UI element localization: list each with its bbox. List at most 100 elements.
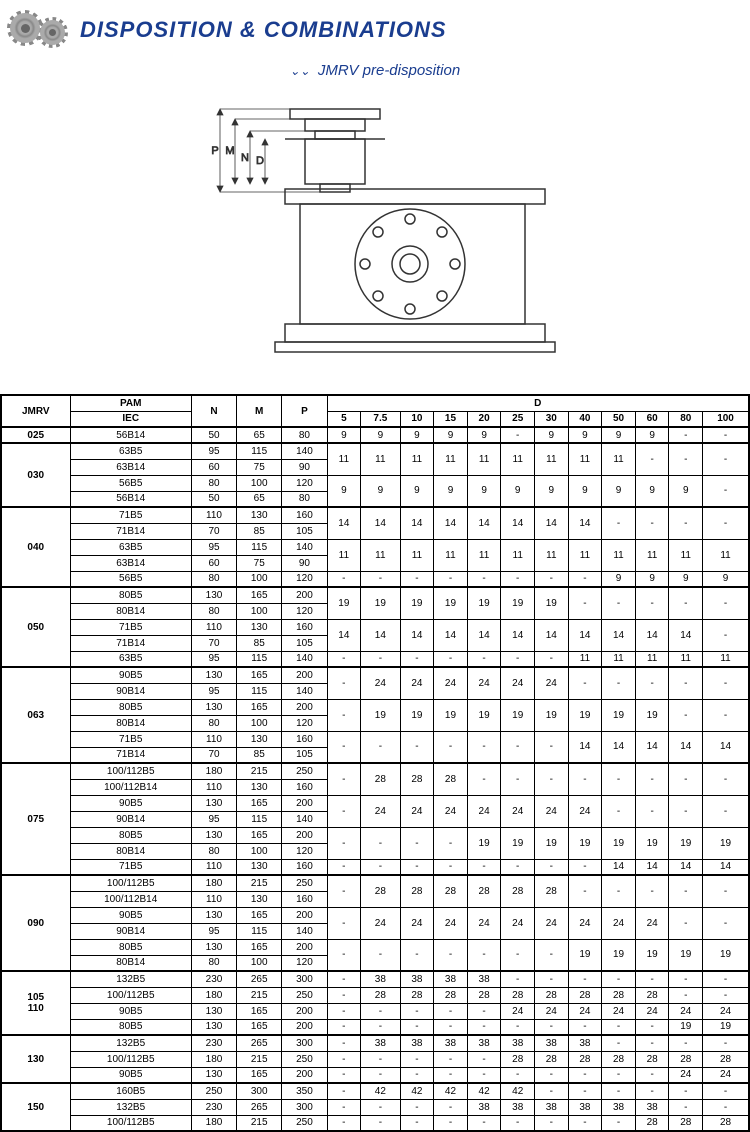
iec-cell: 132B5 xyxy=(70,971,191,987)
d-cell: 11 xyxy=(501,443,535,475)
table-row: 03063B595115140111111111111111111--- xyxy=(1,443,749,459)
d-cell: - xyxy=(361,1115,400,1131)
p-cell: 250 xyxy=(282,1115,327,1131)
d-cell: - xyxy=(361,731,400,763)
n-cell: 180 xyxy=(191,987,236,1003)
d-cell: 19 xyxy=(501,699,535,731)
table-row: 71B51101301601414141414141414141414- xyxy=(1,619,749,635)
d-cell: 11 xyxy=(434,539,468,571)
d-cell: - xyxy=(635,971,669,987)
iec-cell: 90B14 xyxy=(70,683,191,699)
p-cell: 120 xyxy=(282,955,327,971)
d-cell: 28 xyxy=(669,1051,703,1067)
d-cell: 11 xyxy=(602,443,636,475)
iec-cell: 63B5 xyxy=(70,539,191,555)
p-cell: 200 xyxy=(282,795,327,811)
d-cell: 28 xyxy=(361,987,400,1003)
table-row: 90B5130165200-----24242424242424 xyxy=(1,1003,749,1019)
jmrv-cell: 075 xyxy=(1,763,70,875)
d-cell: 24 xyxy=(635,907,669,939)
d-cell: 9 xyxy=(467,427,501,443)
d-cell: - xyxy=(703,427,749,443)
d-cell: 9 xyxy=(568,427,602,443)
p-cell: 105 xyxy=(282,635,327,651)
n-cell: 80 xyxy=(191,603,236,619)
d-cell: 9 xyxy=(434,427,468,443)
d-cell: 14 xyxy=(703,859,749,875)
d-cell: 28 xyxy=(635,987,669,1003)
jmrv-cell: 130 xyxy=(1,1035,70,1083)
d-cell: 11 xyxy=(568,539,602,571)
table-header: JMRV PAM N M P D IEC 5 7.5 10 15 20 25 3… xyxy=(1,395,749,427)
d-cell: 11 xyxy=(327,539,361,571)
svg-text:D: D xyxy=(256,155,264,167)
d-cell: 24 xyxy=(669,1003,703,1019)
d-cell: - xyxy=(635,587,669,619)
svg-text:P: P xyxy=(211,145,218,157)
d-cell: 24 xyxy=(568,907,602,939)
d-cell: 19 xyxy=(501,827,535,859)
d-cell: 14 xyxy=(568,619,602,651)
d-cell: - xyxy=(669,699,703,731)
d-cell: 11 xyxy=(501,539,535,571)
d-cell: 28 xyxy=(434,875,468,907)
d-cell: - xyxy=(400,1019,434,1035)
n-cell: 80 xyxy=(191,475,236,491)
d-cell: - xyxy=(327,571,361,587)
d-cell: - xyxy=(400,651,434,667)
d-cell: 11 xyxy=(361,443,400,475)
d-cell: - xyxy=(703,763,749,795)
d-cell: 19 xyxy=(501,587,535,619)
d-cell: 9 xyxy=(327,475,361,507)
d-cell: - xyxy=(361,1019,400,1035)
d-cell: 28 xyxy=(361,875,400,907)
p-cell: 300 xyxy=(282,971,327,987)
m-cell: 215 xyxy=(237,1051,282,1067)
d-cell: 19 xyxy=(361,699,400,731)
d-cell: - xyxy=(467,571,501,587)
d-cell: 19 xyxy=(602,827,636,859)
m-cell: 165 xyxy=(237,699,282,715)
col-d10: 10 xyxy=(400,411,434,427)
d-cell: - xyxy=(361,939,400,971)
d-cell: - xyxy=(703,667,749,699)
d-cell: 19 xyxy=(568,699,602,731)
d-cell: 28 xyxy=(501,875,535,907)
col-iec: IEC xyxy=(70,411,191,427)
n-cell: 230 xyxy=(191,1099,236,1115)
col-d20: 20 xyxy=(467,411,501,427)
table-row: 56B58010012099999999999- xyxy=(1,475,749,491)
d-cell: - xyxy=(501,1067,535,1083)
n-cell: 130 xyxy=(191,1003,236,1019)
d-cell: 24 xyxy=(400,795,434,827)
m-cell: 130 xyxy=(237,891,282,907)
d-cell: - xyxy=(669,987,703,1003)
d-cell: 24 xyxy=(535,1003,569,1019)
table-row: 100/112B5180215250-----28282828282828 xyxy=(1,1051,749,1067)
jmrv-cell: 105110 xyxy=(1,971,70,1035)
d-cell: 19 xyxy=(703,1019,749,1035)
iec-cell: 63B5 xyxy=(70,651,191,667)
d-cell: 19 xyxy=(669,827,703,859)
d-cell: - xyxy=(535,731,569,763)
d-cell: - xyxy=(602,1035,636,1051)
d-cell: - xyxy=(361,827,400,859)
m-cell: 75 xyxy=(237,555,282,571)
d-cell: 24 xyxy=(602,907,636,939)
m-cell: 165 xyxy=(237,1019,282,1035)
d-cell: 11 xyxy=(361,539,400,571)
d-cell: 38 xyxy=(361,971,400,987)
d-cell: 14 xyxy=(568,731,602,763)
d-cell: 19 xyxy=(467,699,501,731)
d-cell: - xyxy=(602,1067,636,1083)
iec-cell: 80B5 xyxy=(70,827,191,843)
d-cell: 19 xyxy=(568,939,602,971)
page-title: DISPOSITION & COMBINATIONS xyxy=(80,17,447,43)
d-cell: 11 xyxy=(535,443,569,475)
d-cell: 38 xyxy=(635,1099,669,1115)
d-cell: 42 xyxy=(400,1083,434,1099)
p-cell: 120 xyxy=(282,843,327,859)
d-cell: 19 xyxy=(434,587,468,619)
d-cell: 19 xyxy=(703,939,749,971)
d-cell: - xyxy=(635,1019,669,1035)
